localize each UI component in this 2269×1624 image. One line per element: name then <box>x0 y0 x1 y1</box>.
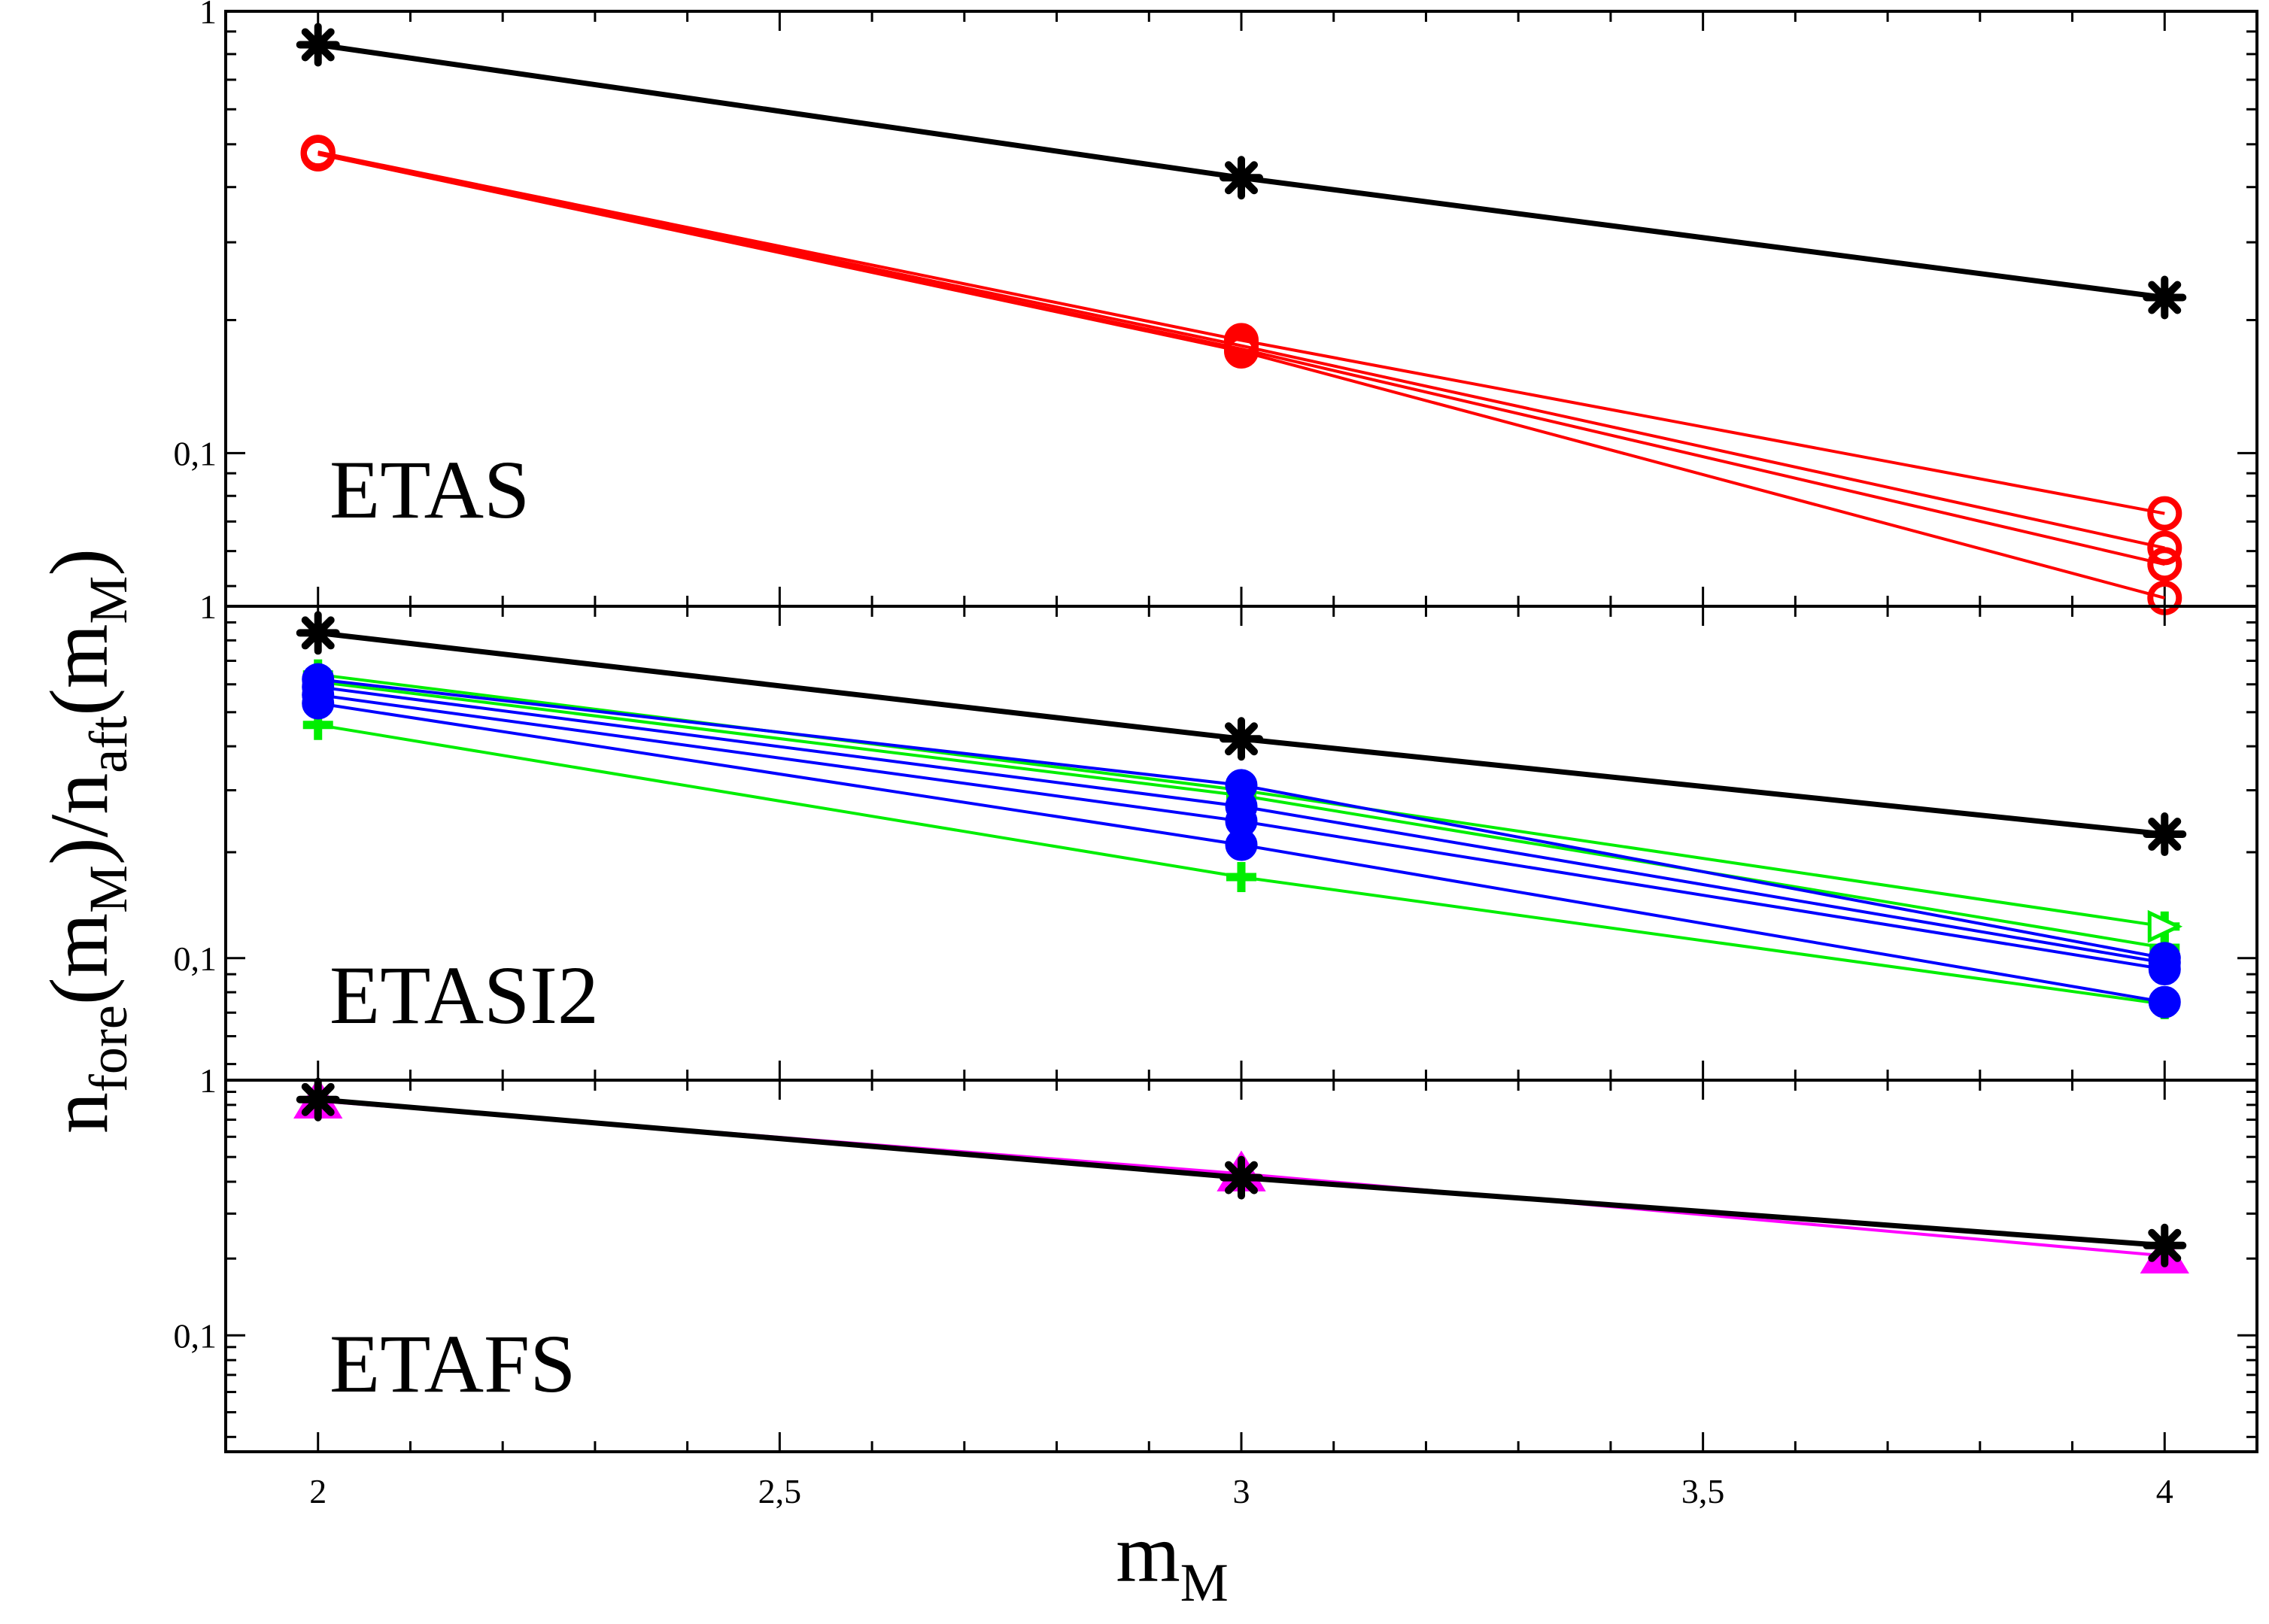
panel-etasi2: 0,1 1 ETASI2 <box>174 587 2258 1082</box>
panel-label: ETAS <box>330 444 530 536</box>
y-axis-title-end: ) <box>33 548 125 576</box>
y-tick-label: 0,1 <box>174 939 217 978</box>
data-point <box>1220 1155 1263 1200</box>
y-tick-label: 0,1 <box>174 434 217 472</box>
series-reference <box>296 23 2187 320</box>
x-tick-label: 3 <box>1233 1472 1250 1510</box>
panel-frame <box>224 10 2258 608</box>
x-tick-label: 2 <box>309 1472 327 1510</box>
panel-etafs: 0,1 1 ETAFS <box>174 1061 2258 1453</box>
chart-panels: 0,1 1 ETAS 0,1 1 ETASI2 0,1 1 ETAFS <box>174 0 2258 1453</box>
y-axis-title-mid2: )/n <box>33 773 125 865</box>
series-reference <box>296 1077 2187 1267</box>
y-axis-title-fore: fore <box>78 1005 138 1092</box>
x-axis-title-sub: M <box>1180 1553 1229 1613</box>
panel-label: ETASI2 <box>330 949 599 1041</box>
y-axis-title-mid3: (m <box>33 624 125 716</box>
data-point <box>300 136 336 172</box>
y-axis-title-aft: aft <box>78 716 138 773</box>
y-tick-label: 0,1 <box>174 1316 217 1355</box>
series-reference <box>296 611 2187 857</box>
data-point <box>1226 861 1256 892</box>
data-point <box>1220 717 1263 761</box>
data-point <box>2147 530 2182 566</box>
y-tick-label: 1 <box>199 0 217 31</box>
data-point <box>2147 547 2182 582</box>
data-point <box>296 1077 340 1122</box>
data-point <box>2143 275 2187 320</box>
series-end-marker <box>2147 909 2183 943</box>
data-point <box>2147 496 2182 531</box>
data-point <box>2143 812 2187 857</box>
series-line <box>317 150 2165 515</box>
series-line <box>317 152 2165 600</box>
x-tick-label: 3,5 <box>1681 1472 1725 1510</box>
y-axis-title-n: n <box>33 1092 125 1134</box>
y-axis-title-mid1: (m <box>33 913 125 1005</box>
series-etas-4 <box>300 136 2182 615</box>
y-tick-label: 1 <box>199 1061 217 1100</box>
series-etasi2-blue-4 <box>302 687 2181 1018</box>
data-point <box>296 611 340 655</box>
x-axis-title-main: m <box>1116 1507 1180 1599</box>
data-point <box>2148 953 2181 986</box>
data-point <box>2143 1223 2187 1267</box>
panel-label: ETAFS <box>330 1318 576 1410</box>
y-axis-title: nfore(mM)/naft(mM) <box>33 548 138 1134</box>
x-axis-title: mM <box>1116 1507 1229 1613</box>
data-point <box>1225 828 1258 861</box>
panel-etas: 0,1 1 ETAS <box>174 0 2258 615</box>
data-point <box>2148 985 2181 1018</box>
data-point <box>296 23 340 67</box>
y-axis-title-m1: M <box>78 865 138 913</box>
data-point <box>302 687 335 720</box>
data-point <box>1220 156 1263 200</box>
x-axis: 2 2,5 3 3,5 4 <box>309 1472 2173 1510</box>
y-tick-label: 1 <box>199 587 217 626</box>
data-point <box>1224 333 1259 369</box>
x-tick-label: 2,5 <box>758 1472 802 1510</box>
x-tick-label: 4 <box>2156 1472 2173 1510</box>
y-axis-title-m2: M <box>78 576 138 624</box>
series-line <box>317 150 2165 550</box>
